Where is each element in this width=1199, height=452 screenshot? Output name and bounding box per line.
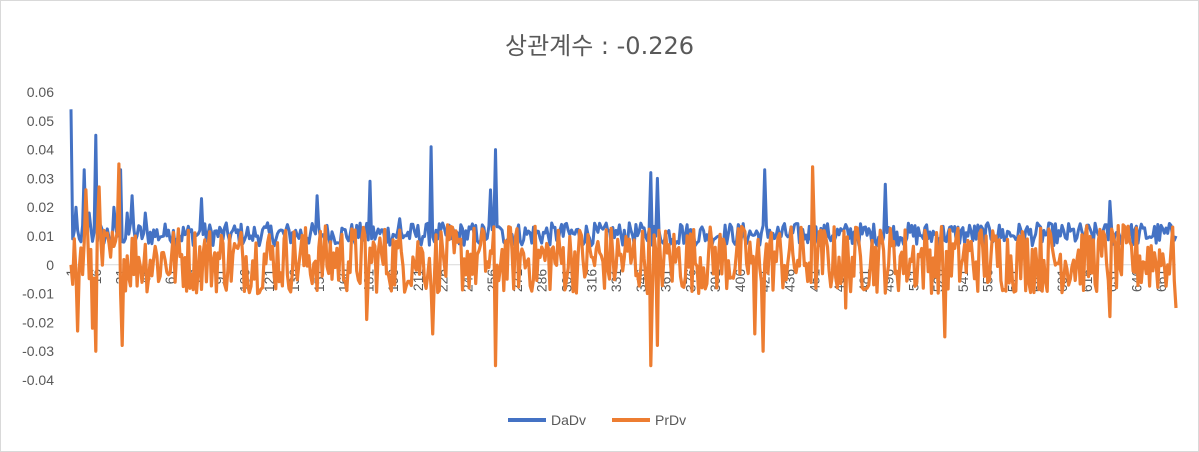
x-tick-label: 316 [583, 269, 599, 293]
y-tick-label: 0.02 [27, 199, 54, 215]
y-tick-label: 0.05 [27, 113, 54, 129]
x-tick-label: 211 [410, 269, 426, 292]
legend: DaDv PrDv [508, 412, 686, 428]
x-tick-label: 331 [608, 269, 624, 293]
y-tick-label: 0.01 [27, 228, 54, 244]
y-tick-label: -0.04 [22, 372, 54, 388]
y-tick-label: -0.01 [22, 286, 54, 302]
x-tick-label: 541 [955, 269, 971, 293]
y-tick-label: 0.04 [27, 142, 54, 158]
y-tick-label: 0 [46, 257, 54, 273]
series-line-prdv [69, 162, 1178, 368]
chart-title: 상관계수 : -0.226 [504, 32, 695, 60]
x-tick-label: 406 [732, 269, 748, 293]
series-line-dadv [69, 109, 1178, 248]
y-tick-label: 0.03 [27, 170, 54, 186]
y-tick-label: 0.06 [27, 84, 54, 100]
legend-label: DaDv [551, 412, 586, 428]
series-layer [69, 109, 1178, 368]
y-axis-ticks: 0.06 0.05 0.04 0.03 0.02 0.01 0 -0.01 -0.02 -0.03… [22, 84, 54, 388]
y-tick-label: -0.02 [22, 314, 54, 330]
y-tick-label: -0.03 [22, 343, 54, 359]
legend-label: PrDv [655, 412, 686, 428]
